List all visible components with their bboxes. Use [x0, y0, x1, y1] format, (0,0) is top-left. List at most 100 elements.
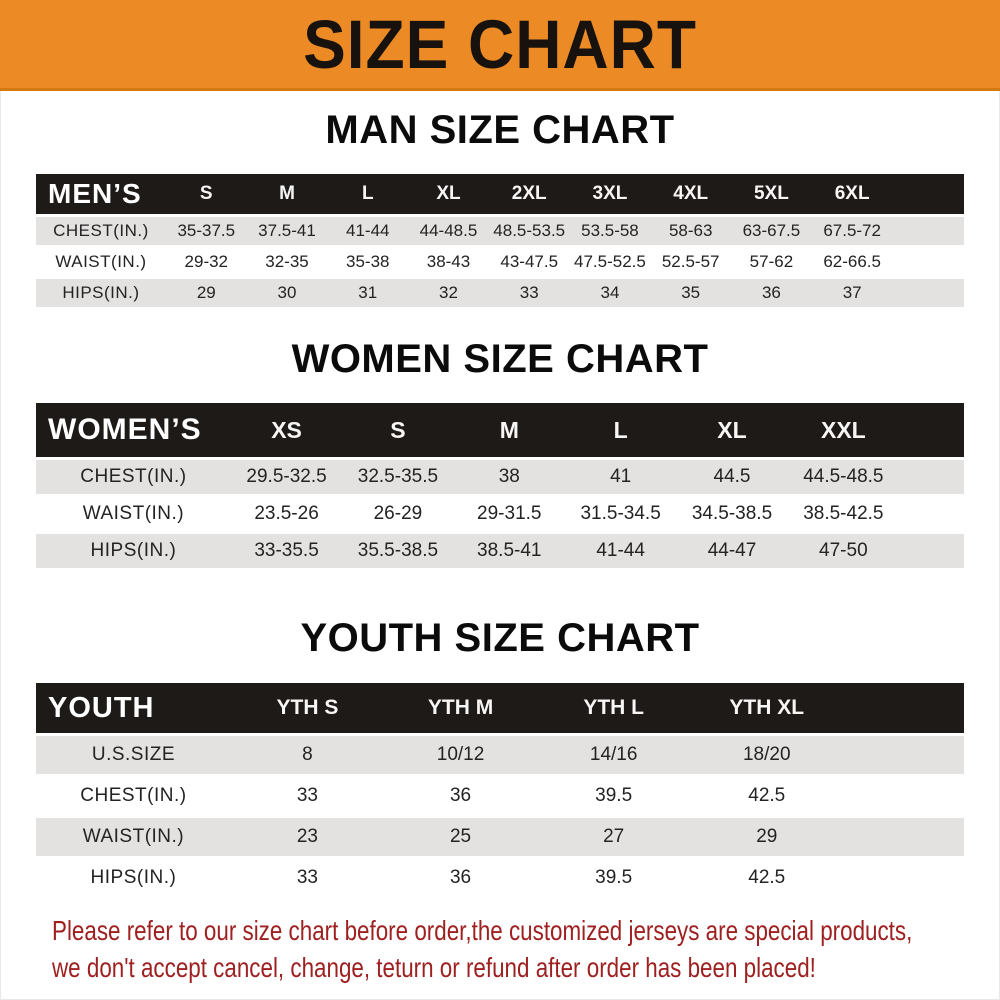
size-cell: 58-63 [650, 217, 732, 245]
filler-cell [892, 217, 964, 245]
youth-header-row: YOUTH YTH S YTH M YTH L YTH XL [36, 683, 964, 733]
size-cell: 29 [690, 818, 844, 856]
size-cell: 29.5-32.5 [230, 460, 343, 494]
youth-col-header: YTH S [230, 683, 384, 733]
size-cell: 63-67.5 [731, 217, 812, 245]
size-cell: 36 [383, 777, 538, 815]
disclaimer-line-2: we don't accept cancel, change, teturn o… [52, 952, 816, 983]
filler-cell [899, 460, 964, 494]
size-cell: 14/16 [537, 736, 691, 774]
size-cell: 23.5-26 [230, 497, 343, 531]
youth-col-header: YTH XL [690, 683, 844, 733]
men-col-header: 5XL [731, 174, 812, 214]
men-col-header: XL [408, 174, 489, 214]
size-cell: 8 [230, 736, 384, 774]
youth-col-header: YTH M [383, 683, 538, 733]
youth-col-header: YTH L [537, 683, 691, 733]
size-cell: 47.5-52.5 [569, 248, 651, 276]
filler-cell [843, 859, 964, 897]
size-cell: 36 [383, 859, 538, 897]
size-cell: 34 [569, 279, 651, 307]
row-label: U.S.SIZE [36, 736, 231, 774]
youth-chest-row: CHEST(IN.) 33 36 39.5 42.5 [36, 777, 964, 815]
youth-table-label: YOUTH [36, 683, 231, 733]
men-col-header: 6XL [811, 174, 893, 214]
size-cell: 26-29 [342, 497, 454, 531]
size-chart-banner: SIZE CHART [0, 0, 1000, 91]
size-cell: 62-66.5 [811, 248, 893, 276]
women-size-table: WOMEN’S XS S M L XL XXL CHEST(IN.) 29.5-… [36, 400, 964, 571]
men-waist-row: WAIST(IN.) 29-32 32-35 35-38 38-43 43-47… [36, 248, 964, 276]
women-section-heading: WOMEN SIZE CHART [291, 337, 709, 381]
size-cell: 52.5-57 [650, 248, 732, 276]
size-cell: 31 [327, 279, 409, 307]
row-label: WAIST(IN.) [36, 248, 166, 276]
man-size-section: MAN SIZE CHART MEN’S S M L XL 2XL 3XL 4X… [0, 109, 1000, 310]
size-cell: 41-44 [327, 217, 409, 245]
size-cell: 38-43 [408, 248, 489, 276]
filler-cell [892, 248, 964, 276]
women-col-header: L [564, 403, 677, 457]
size-cell: 18/20 [690, 736, 844, 774]
youth-ussize-row: U.S.SIZE 8 10/12 14/16 18/20 [36, 736, 964, 774]
size-cell: 29 [165, 279, 247, 307]
size-cell: 32.5-35.5 [342, 460, 454, 494]
size-cell: 43-47.5 [488, 248, 570, 276]
size-cell: 25 [383, 818, 538, 856]
size-cell: 42.5 [690, 777, 844, 815]
men-col-header: S [165, 174, 247, 214]
size-cell: 39.5 [537, 859, 691, 897]
size-cell: 29-32 [165, 248, 247, 276]
size-cell: 53.5-58 [569, 217, 651, 245]
size-cell: 33 [230, 859, 384, 897]
size-cell: 48.5-53.5 [488, 217, 570, 245]
size-cell: 44.5 [676, 460, 788, 494]
size-cell: 38 [453, 460, 565, 494]
size-cell: 38.5-42.5 [787, 497, 900, 531]
youth-size-section: YOUTH SIZE CHART YOUTH YTH S YTH M YTH L… [0, 617, 1000, 900]
size-cell: 36 [731, 279, 812, 307]
women-hips-row: HIPS(IN.) 33-35.5 35.5-38.5 38.5-41 41-4… [36, 534, 964, 568]
size-cell: 29-31.5 [453, 497, 565, 531]
size-cell: 32-35 [246, 248, 328, 276]
size-cell: 44.5-48.5 [787, 460, 900, 494]
men-header-row: MEN’S S M L XL 2XL 3XL 4XL 5XL 6XL [36, 174, 964, 214]
size-cell: 35 [650, 279, 732, 307]
size-cell: 39.5 [537, 777, 691, 815]
men-size-table: MEN’S S M L XL 2XL 3XL 4XL 5XL 6XL CHEST… [36, 171, 964, 310]
row-label: HIPS(IN.) [36, 279, 166, 307]
youth-hips-row: HIPS(IN.) 33 36 39.5 42.5 [36, 859, 964, 897]
women-col-header: M [453, 403, 565, 457]
size-cell: 38.5-41 [453, 534, 565, 568]
women-chest-row: CHEST(IN.) 29.5-32.5 32.5-35.5 38 41 44.… [36, 460, 964, 494]
women-table-label: WOMEN’S [36, 403, 231, 457]
filler-cell [899, 403, 964, 457]
size-cell: 33 [230, 777, 384, 815]
women-col-header: XL [676, 403, 788, 457]
size-cell: 31.5-34.5 [564, 497, 677, 531]
filler-cell [899, 497, 964, 531]
size-cell: 33 [488, 279, 570, 307]
size-cell: 44-48.5 [408, 217, 489, 245]
page-title: SIZE CHART [303, 5, 697, 83]
size-cell: 35-38 [327, 248, 409, 276]
men-table-label: MEN’S [36, 174, 166, 214]
filler-cell [843, 736, 964, 774]
filler-cell [892, 174, 964, 214]
row-label: HIPS(IN.) [36, 534, 231, 568]
row-label: CHEST(IN.) [36, 217, 166, 245]
men-chest-row: CHEST(IN.) 35-37.5 37.5-41 41-44 44-48.5… [36, 217, 964, 245]
women-col-header: XXL [787, 403, 900, 457]
filler-cell [843, 818, 964, 856]
size-cell: 30 [246, 279, 328, 307]
men-col-header: 2XL [488, 174, 570, 214]
size-cell: 10/12 [383, 736, 538, 774]
row-label: WAIST(IN.) [36, 497, 231, 531]
size-cell: 35.5-38.5 [342, 534, 454, 568]
size-cell: 47-50 [787, 534, 900, 568]
size-cell: 41-44 [564, 534, 677, 568]
filler-cell [899, 534, 964, 568]
size-cell: 44-47 [676, 534, 788, 568]
size-cell: 67.5-72 [811, 217, 893, 245]
filler-cell [843, 777, 964, 815]
